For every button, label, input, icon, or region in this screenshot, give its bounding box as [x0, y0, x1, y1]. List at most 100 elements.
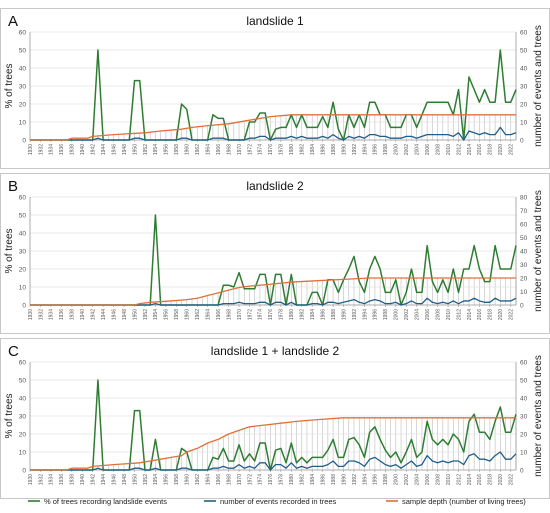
- x-tick-label: 1962: [195, 309, 201, 320]
- x-tick-label: 1972: [247, 474, 253, 485]
- x-tick-label: 1962: [195, 474, 201, 485]
- x-tick-label: 1946: [111, 144, 117, 155]
- x-tick-label: 1960: [185, 144, 191, 155]
- y-tick-right: 50: [520, 235, 528, 242]
- y-tick-right: 10: [520, 119, 528, 126]
- x-tick-label: 2004: [415, 309, 421, 320]
- x-tick-label: 1940: [80, 474, 86, 485]
- legend-label: number of events recorded in trees: [220, 497, 337, 506]
- y-tick-right: 20: [520, 431, 528, 438]
- x-tick-label: 1966: [216, 309, 222, 320]
- y-tick-right: 30: [520, 413, 528, 420]
- x-tick-label: 1982: [300, 474, 306, 485]
- x-tick-label: 1934: [49, 309, 55, 320]
- panel-letter: B: [8, 178, 18, 195]
- x-tick-label: 2002: [404, 144, 410, 155]
- y-tick-right: 10: [520, 289, 528, 296]
- y-tick-left: 0: [22, 137, 26, 144]
- x-tick-label: 1948: [122, 474, 128, 485]
- x-tick-label: 1962: [195, 144, 201, 155]
- y-tick-left: 60: [19, 194, 27, 201]
- x-tick-label: 1986: [320, 309, 326, 320]
- x-tick-label: 2002: [404, 309, 410, 320]
- y-tick-left: 0: [22, 467, 26, 474]
- x-tick-label: 1944: [101, 144, 107, 155]
- x-tick-label: 2004: [415, 144, 421, 155]
- legend-label: sample depth (number of living trees): [402, 497, 526, 506]
- x-tick-label: 1970: [237, 474, 243, 485]
- x-tick-label: 1954: [153, 474, 159, 485]
- x-tick-label: 1968: [226, 309, 232, 320]
- x-tick-label: 1974: [258, 309, 264, 320]
- x-tick-label: 1968: [226, 474, 232, 485]
- x-tick-label: 2016: [477, 144, 483, 155]
- y-tick-left: 10: [19, 449, 27, 456]
- events-count-line: [30, 126, 517, 141]
- y-tick-right: 0: [520, 467, 524, 474]
- x-tick-label: 2014: [467, 309, 473, 320]
- y-tick-right: 60: [520, 359, 528, 366]
- x-tick-label: 1992: [352, 474, 358, 485]
- x-tick-label: 1988: [331, 144, 337, 155]
- x-tick-label: 1972: [247, 309, 253, 320]
- x-tick-label: 1938: [70, 309, 76, 320]
- x-tick-label: 1990: [341, 309, 347, 320]
- x-tick-label: 1980: [289, 144, 295, 155]
- y-tick-left: 60: [19, 359, 27, 366]
- y-axis-label-left: % of trees: [4, 63, 15, 108]
- x-tick-label: 2004: [415, 474, 421, 485]
- y-tick-right: 50: [520, 47, 528, 54]
- y-tick-left: 50: [19, 47, 27, 54]
- y-tick-right: 40: [520, 65, 528, 72]
- x-tick-label: 2016: [477, 309, 483, 320]
- sample-depth-line: [30, 417, 516, 471]
- legend-item: number of events recorded in trees: [204, 497, 337, 506]
- y-tick-left: 50: [19, 212, 27, 219]
- x-tick-label: 1994: [362, 144, 368, 155]
- y-tick-left: 40: [19, 395, 27, 402]
- y-axis-label-left: % of trees: [4, 393, 15, 438]
- y-tick-right: 30: [520, 83, 528, 90]
- x-tick-label: 1986: [320, 144, 326, 155]
- x-tick-label: 2012: [456, 474, 462, 485]
- x-tick-label: 1980: [289, 474, 295, 485]
- y-tick-right: 20: [520, 275, 528, 282]
- x-tick-label: 1966: [216, 474, 222, 485]
- y-tick-right: 40: [520, 248, 528, 255]
- x-tick-label: 1976: [268, 144, 274, 155]
- panel-title: landslide 1: [246, 14, 304, 28]
- y-axis-label-left: % of trees: [4, 228, 15, 273]
- x-tick-label: 1952: [143, 144, 149, 155]
- x-tick-label: 1944: [101, 309, 107, 320]
- x-tick-label: 1958: [174, 474, 180, 485]
- x-tick-label: 1976: [268, 309, 274, 320]
- x-tick-label: 1998: [383, 144, 389, 155]
- x-tick-label: 1936: [59, 309, 65, 320]
- panel-title: landslide 1 + landslide 2: [211, 344, 340, 358]
- legend-item: sample depth (number of living trees): [386, 497, 526, 506]
- y-tick-left: 30: [19, 248, 27, 255]
- percent-trees-line: [30, 379, 517, 471]
- chart-panel-A: 0 10 20 30 40 50 60 0 10 20 30 40 50 60 1930 1932 1934 19…: [0, 8, 550, 169]
- x-tick-label: 1982: [300, 144, 306, 155]
- x-tick-label: 2016: [477, 474, 483, 485]
- x-tick-label: 2008: [435, 474, 441, 485]
- x-tick-label: 1984: [310, 309, 316, 320]
- x-tick-label: 1992: [352, 144, 358, 155]
- x-tick-label: 2006: [425, 144, 431, 155]
- y-axis-label-right: number of events and trees: [533, 190, 544, 312]
- x-tick-label: 1988: [331, 309, 337, 320]
- x-tick-label: 1950: [132, 474, 138, 485]
- x-tick-label: 1954: [153, 309, 159, 320]
- x-tick-label: 1984: [310, 144, 316, 155]
- percent-trees-line: [30, 214, 517, 306]
- x-tick-label: 1964: [205, 309, 211, 320]
- x-tick-label: 2010: [446, 474, 452, 485]
- y-tick-left: 60: [19, 29, 27, 36]
- x-tick-label: 1956: [164, 309, 170, 320]
- x-tick-label: 1942: [91, 144, 97, 155]
- chart-panel-C: 0 10 20 30 40 50 60 0 10 20 30 40 50 60 1930 1932 1934 19…: [0, 338, 550, 499]
- x-tick-label: 1956: [164, 474, 170, 485]
- x-tick-label: 1960: [185, 474, 191, 485]
